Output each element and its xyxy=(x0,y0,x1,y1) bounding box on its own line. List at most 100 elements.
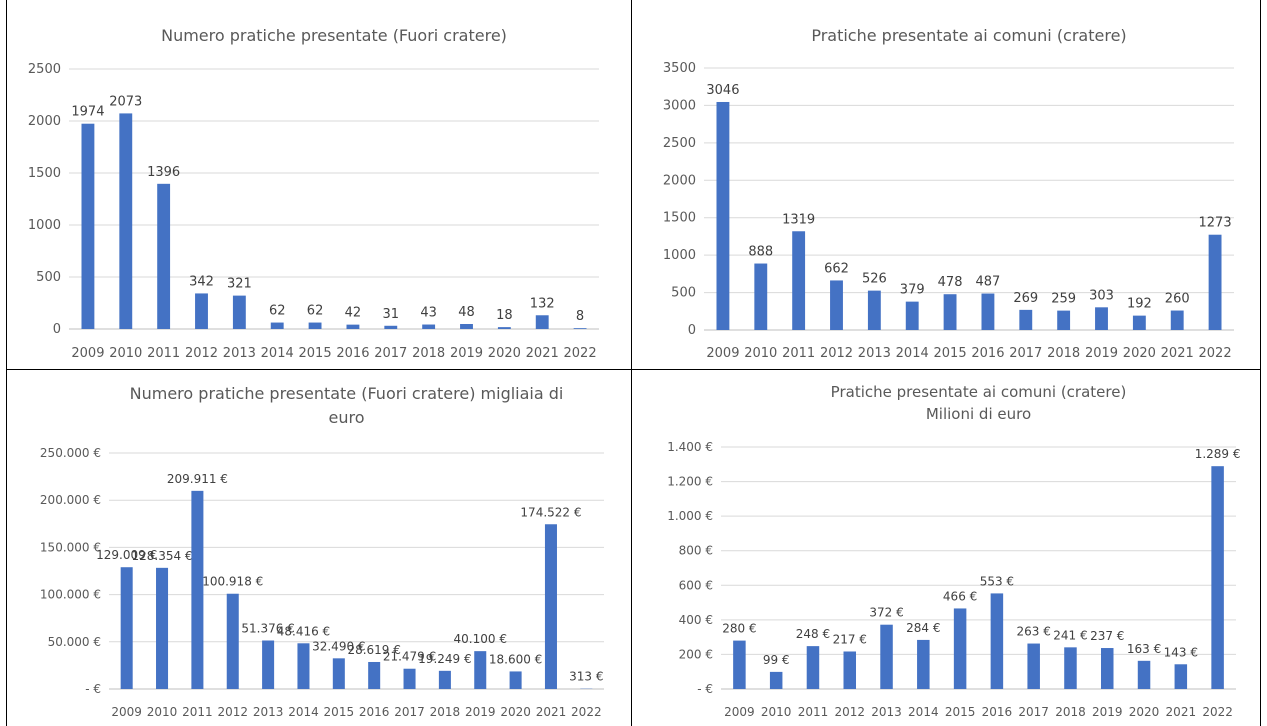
bar-2017 xyxy=(384,325,398,329)
y-tick-label: 2500 xyxy=(663,136,696,151)
data-label: 1974 xyxy=(71,105,104,120)
bar-2015 xyxy=(332,658,345,689)
x-tick-label: 2010 xyxy=(761,705,792,719)
data-label: 662 xyxy=(824,261,849,276)
x-tick-label: 2022 xyxy=(1202,705,1233,719)
data-label: 553 € xyxy=(980,574,1014,588)
y-tick-label: 200.000 € xyxy=(40,493,101,507)
data-label: 1273 xyxy=(1199,216,1232,231)
x-tick-label: 2018 xyxy=(412,346,445,361)
bar-2022 xyxy=(1208,234,1222,330)
bar-2021 xyxy=(535,315,549,329)
x-tick-label: 2018 xyxy=(430,705,461,719)
x-tick-label: 2016 xyxy=(971,346,1004,361)
data-label: 260 xyxy=(1165,292,1190,307)
y-tick-label: 3500 xyxy=(663,61,696,76)
bar-2020 xyxy=(509,671,522,689)
bar-2016 xyxy=(990,593,1004,689)
data-label: 40.100 € xyxy=(454,632,507,646)
bar-2012 xyxy=(830,280,843,330)
x-tick-label: 2020 xyxy=(488,346,521,361)
data-label: 342 xyxy=(189,274,214,289)
x-tick-label: 2015 xyxy=(934,346,967,361)
bar-2015 xyxy=(943,294,957,330)
chart-svg: 0 500 1000 1500 2000 2500 Numero pratiche pres… xyxy=(28,26,599,361)
y-tick-label: 0 xyxy=(688,323,696,338)
data-label: 42 xyxy=(345,306,362,321)
y-tick-label: 50.000 € xyxy=(48,635,101,649)
y-tick-label: 2500 xyxy=(28,62,61,77)
x-tick-label: 2021 xyxy=(526,346,559,361)
y-tick-label: 100.000 € xyxy=(40,588,101,602)
bar-2011 xyxy=(792,231,806,330)
x-tick-label: 2014 xyxy=(896,346,929,361)
data-label: 313 € xyxy=(569,670,603,684)
x-tick-label: 2010 xyxy=(744,346,777,361)
x-tick-label: 2014 xyxy=(261,346,294,361)
x-tick-label: 2012 xyxy=(185,346,218,361)
data-label: 32.490 € xyxy=(312,639,365,653)
x-tick-label: 2022 xyxy=(1199,346,1232,361)
x-tick-label: 2017 xyxy=(1018,705,1049,719)
bar-2018 xyxy=(438,670,451,689)
y-tick-label: 0 xyxy=(53,322,61,337)
bar-2009 xyxy=(81,123,95,329)
x-tick-label: 2021 xyxy=(1161,346,1194,361)
chart-cratere-euro: - € 200 € 400 € 600 € 800 € 1.000 € 1.200 € 1.4… xyxy=(636,371,1254,726)
bar-2019 xyxy=(1095,307,1108,330)
bar-2022 xyxy=(1211,466,1224,689)
x-tick-label: 2022 xyxy=(564,346,597,361)
bar-2014 xyxy=(917,639,930,689)
data-label: 18.600 € xyxy=(489,652,542,666)
x-tick-label: 2016 xyxy=(336,346,369,361)
chart-svg: 0 500 1000 1500 2000 2500 3000 3500 Pratiche pre… xyxy=(663,26,1234,361)
data-label: 129.009 € xyxy=(96,548,157,562)
x-tick-label: 2012 xyxy=(834,705,865,719)
x-tick-label: 2018 xyxy=(1055,705,1086,719)
x-tick-label: 2019 xyxy=(450,346,483,361)
data-label: 487 xyxy=(976,275,1001,290)
x-tick-label: 2011 xyxy=(182,705,213,719)
bar-2014 xyxy=(905,301,919,330)
bar-2018 xyxy=(1057,310,1071,330)
chart-cratere-count: 0 500 1000 1500 2000 2500 3000 3500 Pratiche pre… xyxy=(636,1,1254,368)
x-tick-label: 2022 xyxy=(571,705,602,719)
y-tick-label: 500 xyxy=(671,286,696,301)
data-label: 192 xyxy=(1127,297,1152,312)
bar-2020 xyxy=(497,327,511,329)
data-label: 1.289 € xyxy=(1195,447,1241,461)
x-tick-label: 2020 xyxy=(1123,346,1156,361)
y-tick-label: - € xyxy=(85,682,101,696)
bar-2012 xyxy=(195,293,208,329)
data-label: 28.619 € xyxy=(347,643,400,657)
bar-2016 xyxy=(981,293,995,330)
data-label: 62 xyxy=(269,304,286,319)
data-label: 321 xyxy=(227,277,252,292)
data-label: 284 € xyxy=(906,621,940,635)
x-tick-label: 2014 xyxy=(288,705,319,719)
x-tick-label: 2009 xyxy=(111,705,142,719)
bar-2016 xyxy=(346,324,360,329)
y-tick-label: 2000 xyxy=(28,114,61,129)
data-label: 128.354 € xyxy=(131,549,192,563)
bar-2012 xyxy=(226,593,239,689)
bar-2021 xyxy=(1170,310,1184,330)
x-tick-label: 2009 xyxy=(71,346,104,361)
data-label: 132 xyxy=(530,296,555,311)
x-tick-label: 2010 xyxy=(109,346,142,361)
y-tick-label: 1000 xyxy=(663,248,696,263)
bar-2016 xyxy=(368,661,381,689)
y-tick-label: 800 € xyxy=(679,544,713,558)
data-label: 143 € xyxy=(1164,645,1198,659)
data-label: 18 xyxy=(496,308,513,323)
chart-subtitle: Milioni di euro xyxy=(926,405,1031,423)
x-tick-label: 2012 xyxy=(820,346,853,361)
data-label: 3046 xyxy=(706,83,739,98)
x-tick-label: 2020 xyxy=(1129,705,1160,719)
y-tick-label: 400 € xyxy=(679,613,713,627)
data-label: 241 € xyxy=(1053,628,1087,642)
chart-title: Numero pratiche presentate (Fuori crater… xyxy=(161,26,507,45)
data-label: 263 € xyxy=(1016,625,1050,639)
data-label: 2073 xyxy=(109,94,142,109)
bar-2020 xyxy=(1132,315,1146,330)
